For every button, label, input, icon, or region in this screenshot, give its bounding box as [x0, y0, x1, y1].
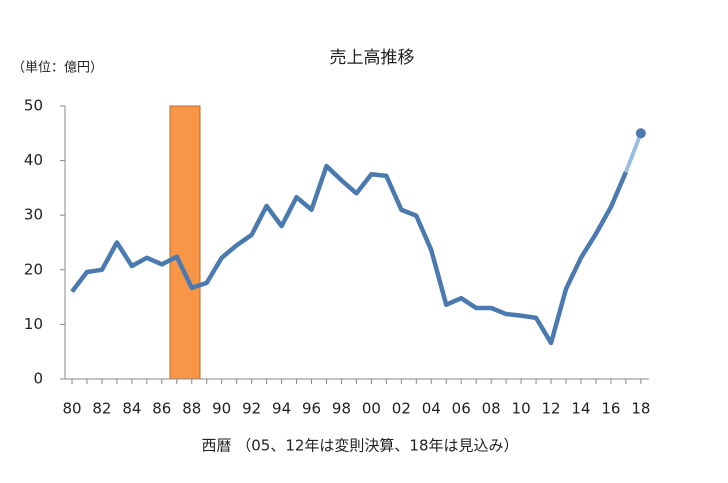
x-tick-label: 86 [152, 400, 171, 418]
y-tick-label: 10 [24, 315, 43, 333]
line-series [624, 132, 643, 173]
y-axis-label: （単位：億円） [12, 60, 103, 76]
x-tick-label: 80 [62, 400, 81, 418]
y-tick-label: 0 [33, 370, 43, 388]
x-tick-label: 84 [122, 400, 141, 418]
x-tick-label: 12 [541, 400, 560, 418]
y-tick-label: 50 [24, 97, 43, 115]
x-tick-label: 08 [482, 400, 501, 418]
y-tick-label: 30 [24, 206, 43, 224]
x-tick-label: 98 [332, 400, 351, 418]
x-tick-label: 82 [92, 400, 111, 418]
line-series [70, 163, 628, 346]
x-tick-label: 02 [392, 400, 411, 418]
x-tick-label: 90 [212, 400, 231, 418]
y-tick-label: 40 [24, 151, 43, 169]
x-axis-label: 西暦 （05、12年は変則決算、18年は見込み） [201, 437, 518, 455]
x-tick-label: 00 [362, 400, 381, 418]
x-tick-label: 92 [242, 400, 261, 418]
x-tick-label: 96 [302, 400, 321, 418]
highlight-band [169, 105, 201, 380]
forecast-point [635, 128, 646, 139]
x-tick-label: 10 [512, 400, 531, 418]
x-tick-label: 94 [272, 400, 291, 418]
chart-title: 売上高推移 [330, 48, 415, 68]
x-tick-label: 04 [422, 400, 441, 418]
x-tick-label: 16 [601, 400, 620, 418]
x-tick-label: 18 [631, 400, 650, 418]
y-tick-label: 20 [24, 260, 43, 278]
x-tick-label: 88 [182, 400, 201, 418]
x-tick-label: 06 [452, 400, 471, 418]
x-tick-label: 14 [571, 400, 590, 418]
